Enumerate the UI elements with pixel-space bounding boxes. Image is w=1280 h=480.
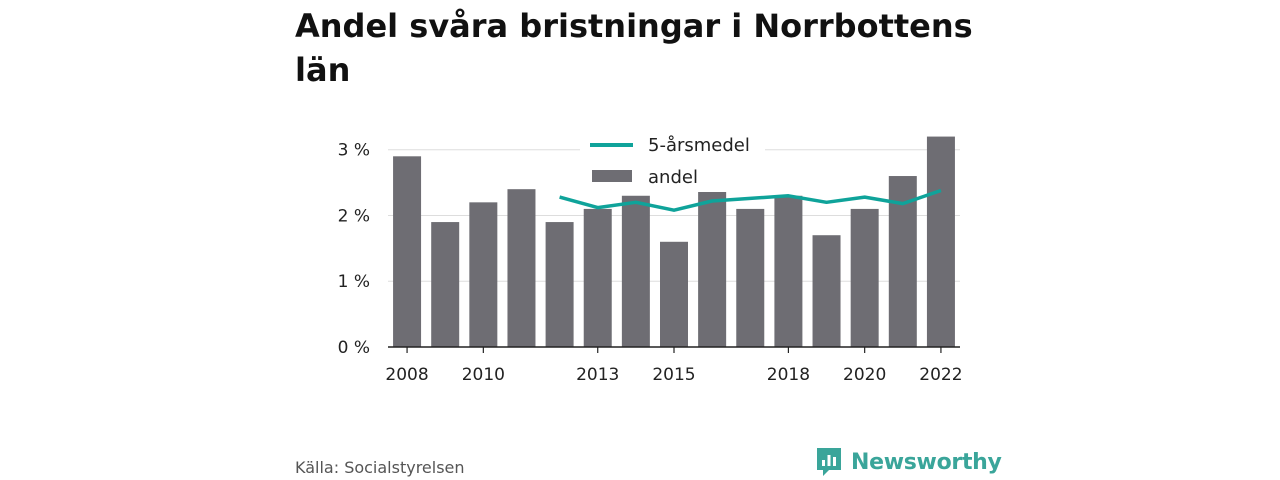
x-tick-label: 2010 bbox=[462, 365, 505, 385]
legend: 5-årsmedel andel bbox=[580, 128, 765, 192]
legend-line-label: 5-årsmedel bbox=[648, 135, 750, 156]
x-tick-label: 2018 bbox=[767, 365, 810, 385]
legend-bar-swatch bbox=[592, 170, 632, 182]
bar-2015 bbox=[660, 241, 688, 347]
y-tick-label: 2 % bbox=[338, 206, 370, 226]
brand-logo: Newsworthy bbox=[815, 446, 1002, 478]
bar-2019 bbox=[812, 235, 841, 347]
y-tick-label: 1 % bbox=[338, 272, 370, 292]
bar-2014 bbox=[621, 195, 650, 347]
bar-2017 bbox=[736, 208, 765, 347]
brand-name: Newsworthy bbox=[851, 449, 1002, 475]
source-note: Källa: Socialstyrelsen bbox=[295, 458, 465, 477]
bar-2010 bbox=[469, 202, 498, 347]
x-axis-ticks: 2008 2010 2013 2015 2018 2020 2022 bbox=[385, 347, 963, 385]
bar-2012 bbox=[545, 222, 574, 347]
bar-2020 bbox=[850, 208, 879, 347]
chart-title: Andel svåra bristningar i Norrbottens lä… bbox=[295, 7, 973, 89]
legend-bar-label: andel bbox=[648, 167, 698, 188]
bar-2009 bbox=[431, 222, 460, 347]
bar-2016 bbox=[698, 189, 727, 347]
y-tick-label: 0 % bbox=[338, 338, 370, 358]
y-axis-tick-labels: 0 % 1 % 2 % 3 % bbox=[338, 141, 370, 358]
bar-2011 bbox=[507, 189, 536, 347]
bar-2008 bbox=[393, 156, 422, 347]
x-tick-label: 2015 bbox=[652, 365, 695, 385]
newsworthy-logo-icon bbox=[817, 448, 841, 476]
x-tick-label: 2013 bbox=[576, 365, 619, 385]
x-tick-label: 2008 bbox=[385, 365, 428, 385]
x-tick-label: 2022 bbox=[919, 365, 962, 385]
bar-2022 bbox=[926, 136, 955, 347]
y-tick-label: 3 % bbox=[338, 141, 370, 161]
x-tick-label: 2020 bbox=[843, 365, 886, 385]
bars bbox=[393, 136, 955, 347]
bar-2013 bbox=[583, 208, 612, 347]
five-year-average-line bbox=[559, 188, 942, 212]
bar-2018 bbox=[774, 195, 803, 347]
